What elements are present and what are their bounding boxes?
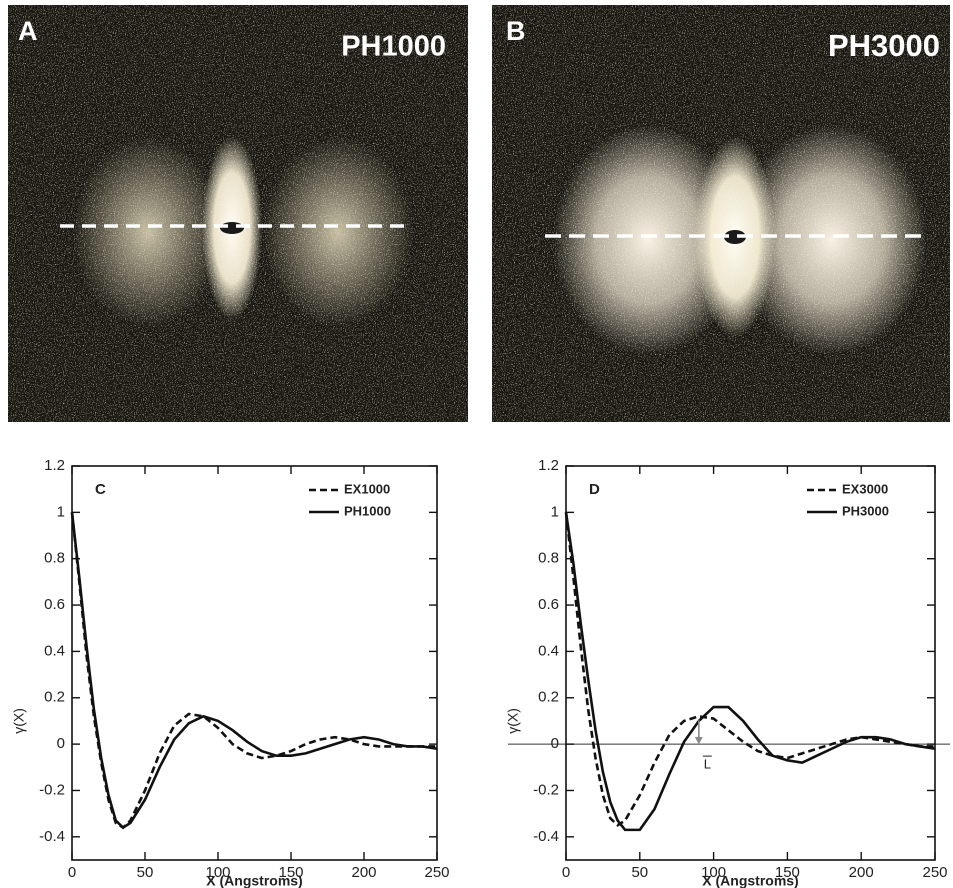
plot-frame xyxy=(71,465,438,861)
y-tick-label: 0.4 xyxy=(44,642,65,659)
x-axis-label: X (Angstroms) xyxy=(206,873,302,888)
y-tick-label: -0.4 xyxy=(533,828,559,845)
x-tick-label: 100 xyxy=(205,864,230,881)
y-tick-label: 0.4 xyxy=(538,642,559,659)
x-tick-label: 250 xyxy=(922,864,947,881)
legend-label: EX1000 xyxy=(344,481,390,496)
x-tick-label: 200 xyxy=(849,864,874,881)
line-chart: EX1000 PH1000 0 50 100 150 200 250 -0.4 -0.2 0 0.2 0… xyxy=(11,457,450,888)
legend-label: PH3000 xyxy=(842,503,889,518)
x-tick-label: 100 xyxy=(701,864,726,881)
panel-title: PH1000 xyxy=(341,31,446,63)
scatter-image-a: A PH1000 xyxy=(8,5,468,422)
series-line xyxy=(70,512,437,830)
panel-label: D xyxy=(589,481,600,498)
y-tick-label: 0.2 xyxy=(44,689,65,706)
x-tick-label: 0 xyxy=(562,864,570,881)
y-tick-label: 1.2 xyxy=(44,457,65,474)
y-axis-label: γ(X) xyxy=(505,708,521,734)
y-tick-label: 1 xyxy=(551,503,559,520)
x-tick-label: 250 xyxy=(424,864,449,881)
series-line xyxy=(564,512,936,832)
y-tick-label: 1 xyxy=(57,503,65,520)
y-tick-label: -0.2 xyxy=(39,781,65,798)
y-tick-label: 0.8 xyxy=(44,550,65,567)
y-tick-label: -0.2 xyxy=(533,781,559,798)
y-tick-label: 0.2 xyxy=(538,689,559,706)
x-tick-label: 150 xyxy=(775,864,800,881)
line-chart: EX3000 PH3000 L 0 50 100 150 200 250 -0.4 -0.2 0 0.2… xyxy=(505,457,950,888)
scatter-image-b: B PH3000 xyxy=(492,5,950,422)
x-tick-label: 50 xyxy=(137,864,154,881)
y-tick-label: 0 xyxy=(551,735,559,752)
y-tick-label: 0.6 xyxy=(44,596,65,613)
plot-frame xyxy=(565,465,936,861)
x-tick-label: 150 xyxy=(278,864,303,881)
y-axis-label: γ(X) xyxy=(11,708,27,734)
x-tick-label: 200 xyxy=(351,864,376,881)
series-line xyxy=(564,512,935,827)
panel-label: C xyxy=(95,481,106,498)
y-tick-label: 0.6 xyxy=(538,596,559,613)
panel-label: B xyxy=(506,16,526,46)
x-tick-label: 50 xyxy=(631,864,648,881)
x-axis-label: X (Angstroms) xyxy=(702,873,798,888)
series-line xyxy=(70,512,438,830)
legend-label: PH1000 xyxy=(344,503,391,518)
annotation-arrowhead xyxy=(694,737,703,745)
y-tick-label: -0.4 xyxy=(39,828,65,845)
legend-label: EX3000 xyxy=(842,481,888,496)
y-tick-label: 0 xyxy=(57,735,65,752)
y-tick-label: 0.8 xyxy=(538,550,559,567)
annotation: L xyxy=(704,757,711,772)
y-tick-label: 1.2 xyxy=(538,457,559,474)
panel-title: PH3000 xyxy=(828,28,940,63)
x-tick-label: 0 xyxy=(68,864,76,881)
panel-label: A xyxy=(18,16,38,46)
